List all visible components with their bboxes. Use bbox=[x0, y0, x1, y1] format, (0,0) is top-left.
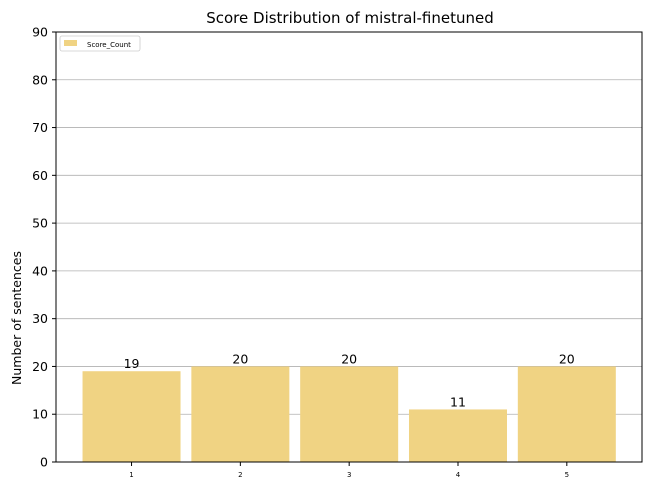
bar-value-label-5: 20 bbox=[559, 351, 575, 366]
legend-label: Score_Count bbox=[87, 41, 131, 49]
legend-swatch bbox=[64, 40, 77, 46]
bars bbox=[82, 366, 616, 462]
chart-title: Score Distribution of mistral-finetuned bbox=[206, 9, 494, 27]
x-tick-label: 3 bbox=[347, 471, 351, 479]
y-tick-label: 80 bbox=[32, 72, 48, 87]
x-axis: 1 2 3 4 5 bbox=[129, 462, 569, 479]
x-tick-label: 2 bbox=[238, 471, 242, 479]
bar-2 bbox=[191, 366, 290, 462]
y-axis: 0 10 20 30 40 50 60 70 80 90 bbox=[32, 25, 56, 470]
y-tick-label: 70 bbox=[32, 120, 48, 135]
bar-4 bbox=[408, 409, 507, 462]
x-tick-label: 4 bbox=[456, 471, 461, 479]
y-tick-label: 10 bbox=[32, 407, 48, 422]
y-tick-label: 0 bbox=[40, 455, 48, 470]
y-tick-label: 60 bbox=[32, 168, 48, 183]
y-tick-label: 20 bbox=[32, 359, 48, 374]
y-tick-label: 90 bbox=[32, 25, 48, 40]
bar-5 bbox=[517, 366, 616, 462]
y-tick-label: 30 bbox=[32, 311, 48, 326]
bar-value-label-1: 19 bbox=[124, 356, 140, 371]
bar-value-label-2: 20 bbox=[232, 351, 248, 366]
legend: Score_Count bbox=[59, 35, 141, 52]
y-axis-label: Number of sentences bbox=[9, 251, 24, 385]
bar-value-labels: 19 20 20 11 20 bbox=[124, 351, 575, 409]
bar-1 bbox=[82, 371, 181, 462]
x-tick-label: 5 bbox=[565, 471, 569, 479]
bar-value-label-4: 11 bbox=[450, 394, 466, 409]
y-tick-label: 50 bbox=[32, 216, 48, 231]
x-tick-label: 1 bbox=[129, 471, 133, 479]
bar-3 bbox=[300, 366, 399, 462]
legend-box bbox=[59, 35, 141, 52]
bar-value-label-3: 20 bbox=[341, 351, 357, 366]
y-tick-label: 40 bbox=[32, 263, 48, 278]
